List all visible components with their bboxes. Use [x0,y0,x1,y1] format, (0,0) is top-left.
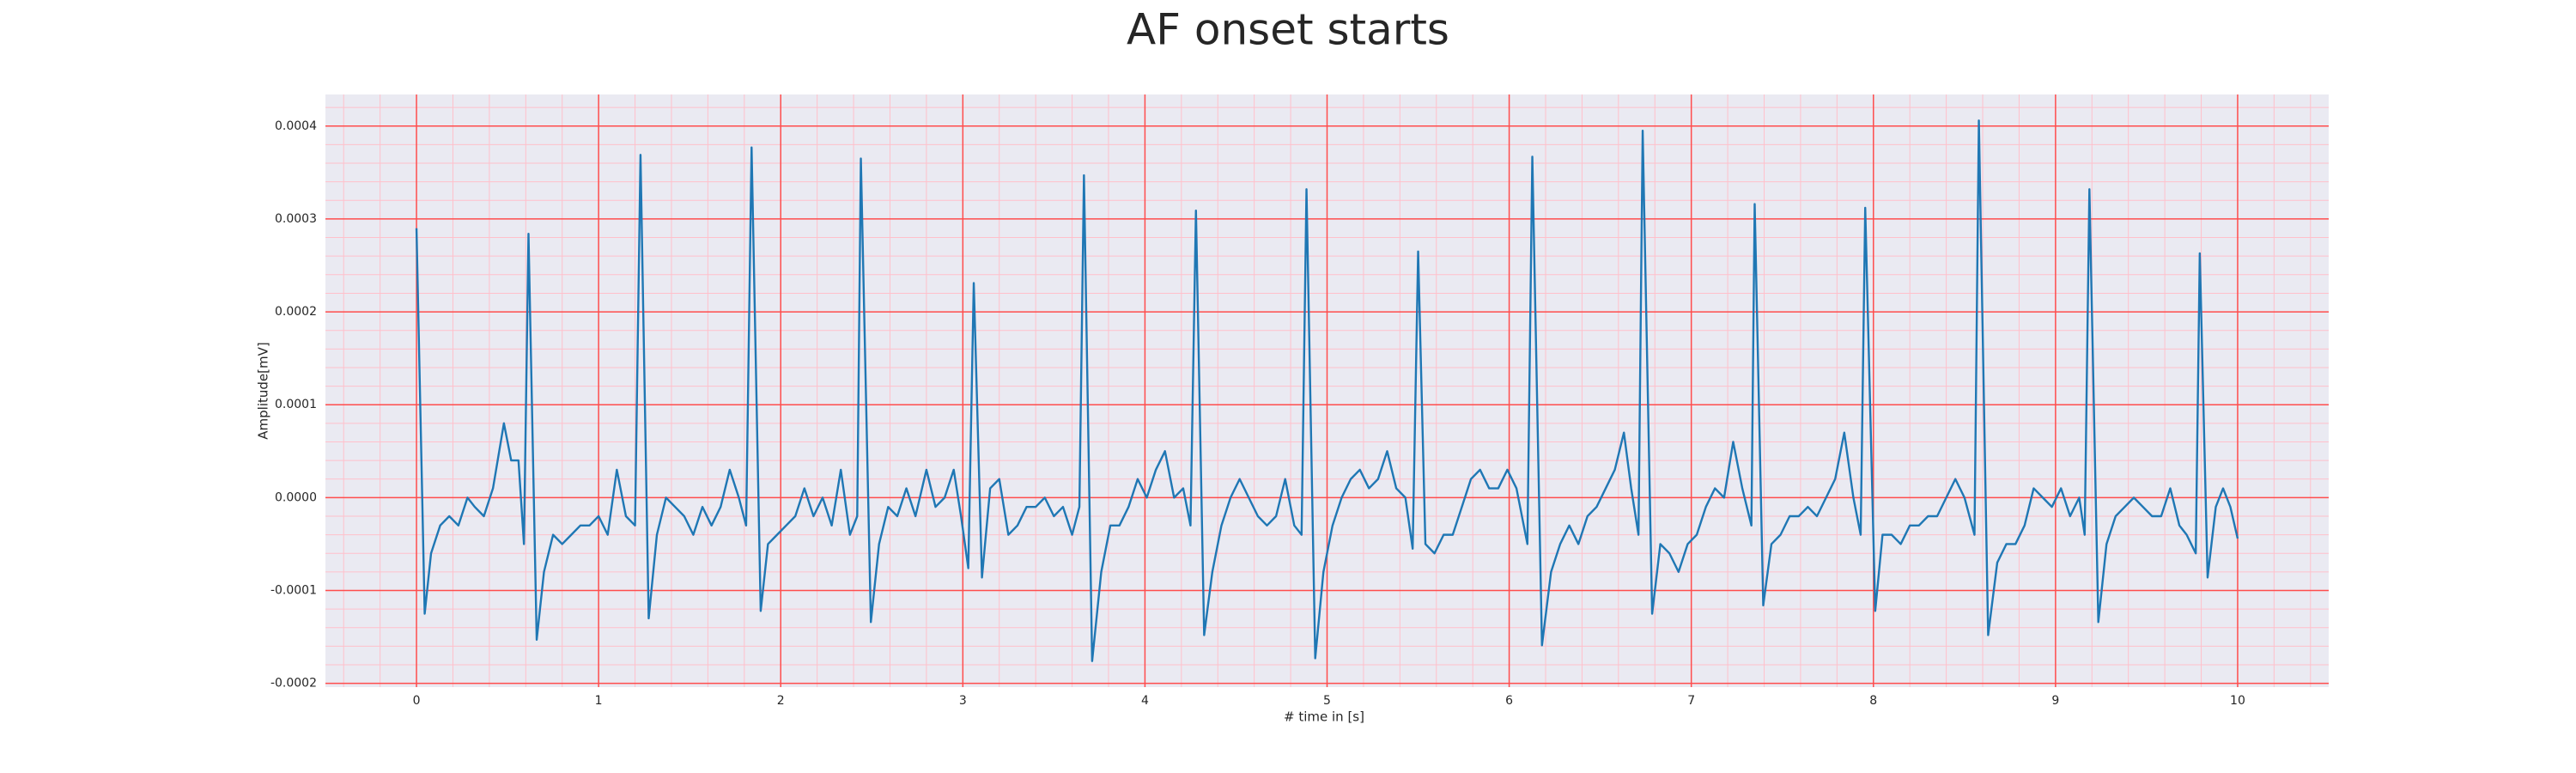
y-tick-label: -0.0002 [270,677,317,691]
y-tick-label: 0.0003 [275,212,317,226]
y-tick-label: 0.0001 [275,398,317,411]
y-tick-label: 0.0000 [275,490,317,504]
x-tick-label: 8 [1869,694,1877,708]
x-tick-label: 5 [1323,694,1331,708]
y-tick-label: -0.0001 [270,584,317,598]
x-tick-label: 1 [595,694,603,708]
x-tick-label: 3 [959,694,967,708]
plot-lines [415,119,2239,662]
x-tick-label: 0 [413,694,421,708]
chart-title: AF onset starts [1127,5,1449,55]
x-tick-label: 10 [2230,694,2245,708]
line-series [415,119,2239,662]
x-tick-label: 4 [1141,694,1149,708]
y-tick-label: 0.0004 [275,119,317,133]
x-tick-label: 6 [1505,694,1513,708]
x-axis-label: # time in [s] [1284,709,1364,725]
grid [325,94,2329,687]
x-tick-label: 9 [2051,694,2059,708]
x-tick-label: 2 [777,694,785,708]
y-tick-label: 0.0002 [275,305,317,319]
y-axis-label: Amplitude[mV] [256,342,271,439]
x-tick-label: 7 [1687,694,1695,708]
